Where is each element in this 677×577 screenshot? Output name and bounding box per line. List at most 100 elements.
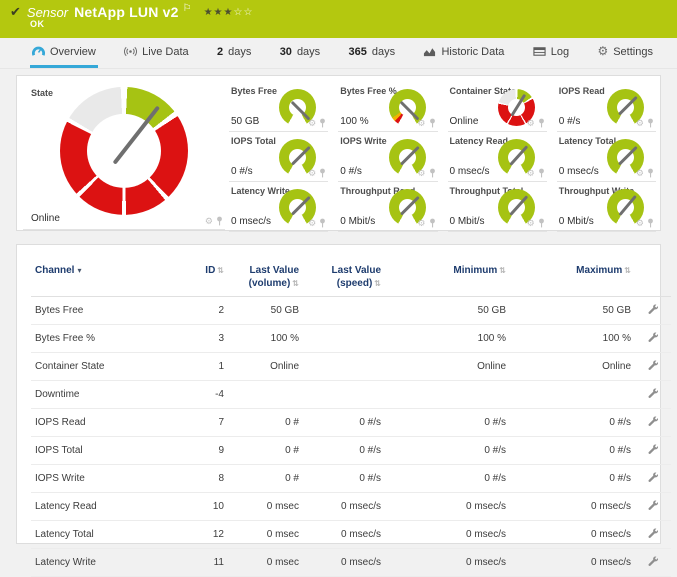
channel-name-cell: Latency Write [31, 548, 181, 577]
tab-label-number: 30 [279, 45, 292, 58]
star-empty-icon[interactable]: ☆ [233, 6, 244, 18]
tab-label-number: 2 [216, 45, 224, 58]
gauge-needle [112, 105, 161, 165]
table-header-row: Channel ▾ ID ⇅ Last Value (volume) ⇅ Last Va… [31, 251, 671, 297]
gear-icon[interactable]: ⚙ [308, 117, 317, 128]
last-value-volume-cell: 0 # [226, 464, 301, 493]
sensor-status-text: OK [30, 19, 45, 29]
tab-30-days[interactable]: 30 days [278, 38, 323, 68]
channel-id-cell: 7 [181, 408, 226, 437]
gear-icon[interactable]: ⚙ [417, 117, 426, 128]
star-filled-icon[interactable]: ★ [223, 6, 234, 18]
maximum-cell: 0 #/s [508, 436, 633, 465]
sensor-status-bar: ✔ Sensor NetApp LUN v2 ⚐ ★★★☆☆ OK [0, 0, 677, 38]
pin-icon[interactable] [538, 168, 545, 178]
gauge-title: Bytes Free [231, 86, 278, 96]
pin-icon[interactable] [538, 118, 545, 128]
pin-icon[interactable] [538, 218, 545, 228]
column-header-id[interactable]: ID ⇅ [181, 251, 226, 297]
channel-row: Latency Total 12 0 msec 0 msec/s 0 msec/… [31, 520, 671, 549]
channel-table-panel: Channel ▾ ID ⇅ Last Value (volume) ⇅ Last Va… [16, 244, 671, 577]
pin-icon[interactable] [319, 118, 326, 128]
gear-icon[interactable]: ⚙ [526, 167, 535, 178]
edit-channel-wrench-icon[interactable] [646, 331, 658, 343]
gear-icon[interactable]: ⚙ [635, 217, 644, 228]
broadcast-icon [124, 45, 138, 58]
edit-channel-wrench-icon[interactable] [646, 359, 658, 371]
maximum-cell: 0 msec/s [508, 492, 633, 521]
minimum-cell: 100 % [383, 324, 508, 353]
channel-row: IOPS Read 7 0 # 0 #/s 0 #/s 0 #/s [31, 408, 671, 437]
gear-icon[interactable]: ⚙ [635, 117, 644, 128]
star-empty-icon[interactable]: ☆ [243, 6, 254, 18]
tab-historic-data[interactable]: Historic Data [421, 38, 506, 68]
gear-icon[interactable]: ⚙ [526, 117, 535, 128]
gauge-needle [290, 100, 310, 120]
gauge-value: Online [31, 213, 60, 224]
tab-settings[interactable]: ⚙ Settings [595, 38, 655, 68]
priority-flag-icon[interactable]: ⚐ [182, 2, 192, 14]
edit-channel-wrench-icon[interactable] [646, 443, 658, 455]
edit-channel-wrench-icon[interactable] [646, 555, 658, 567]
channel-id-cell: 2 [181, 296, 226, 325]
mini-gauge-tile: Bytes Free % 100 % ⚙ [338, 82, 438, 132]
tab-log[interactable]: Log [531, 38, 571, 68]
column-header-maximum[interactable]: Maximum ⇅ [508, 251, 633, 297]
tab-365-days[interactable]: 365 days [347, 38, 398, 68]
mini-gauge [497, 89, 535, 126]
gear-icon[interactable]: ⚙ [308, 167, 317, 178]
pin-icon[interactable] [216, 216, 223, 226]
star-filled-icon[interactable]: ★ [213, 6, 224, 18]
maximum-cell: 0 msec/s [508, 548, 633, 577]
column-header-minimum[interactable]: Minimum ⇅ [383, 251, 508, 297]
gear-icon[interactable]: ⚙ [204, 215, 213, 226]
gear-icon[interactable]: ⚙ [526, 217, 535, 228]
gauge-value: 0 Mbit/s [340, 216, 376, 227]
pin-icon[interactable] [429, 118, 436, 128]
tab-label: days [296, 45, 321, 58]
minimum-cell: Online [383, 352, 508, 381]
last-value-speed-cell [301, 352, 383, 381]
pin-icon[interactable] [319, 168, 326, 178]
edit-channel-wrench-icon[interactable] [646, 303, 658, 315]
last-value-volume-cell: 0 msec [226, 520, 301, 549]
last-value-volume-cell: 0 # [226, 408, 301, 437]
edit-channel-wrench-icon[interactable] [646, 527, 658, 539]
pin-icon[interactable] [647, 218, 654, 228]
gear-icon[interactable]: ⚙ [308, 217, 317, 228]
mini-gauge-tile: Throughput Write 0 Mbit/s ⚙ [556, 182, 656, 232]
mini-gauge-tile: Throughput Read 0 Mbit/s ⚙ [338, 182, 438, 232]
gear-icon[interactable]: ⚙ [635, 167, 644, 178]
channel-row: Latency Read 10 0 msec 0 msec/s 0 msec/s… [31, 492, 671, 521]
mini-gauge [607, 139, 644, 176]
edit-channel-wrench-icon[interactable] [646, 415, 658, 427]
star-filled-icon[interactable]: ★ [203, 6, 214, 18]
pin-icon[interactable] [429, 218, 436, 228]
pin-icon[interactable] [319, 218, 326, 228]
pin-icon[interactable] [647, 118, 654, 128]
sort-icon: ⇅ [292, 278, 299, 288]
mini-gauge [388, 89, 426, 126]
list-icon [533, 45, 546, 58]
gear-icon[interactable]: ⚙ [417, 217, 426, 228]
tab-label: Settings [613, 45, 653, 58]
channel-id-cell: 10 [181, 492, 226, 521]
pin-icon[interactable] [647, 168, 654, 178]
gauge-needle [510, 93, 526, 116]
edit-channel-wrench-icon[interactable] [646, 387, 658, 399]
channel-row: Bytes Free % 3 100 % 100 % 100 % [31, 324, 671, 353]
maximum-cell: Online [508, 352, 633, 381]
edit-channel-wrench-icon[interactable] [646, 499, 658, 511]
tab-live-data[interactable]: Live Data [122, 38, 190, 68]
channel-id-cell: 9 [181, 436, 226, 465]
tab-overview[interactable]: Overview [30, 38, 98, 68]
pin-icon[interactable] [429, 168, 436, 178]
tab-2-days[interactable]: 2 days [215, 38, 253, 68]
gear-icon[interactable]: ⚙ [417, 167, 426, 178]
priority-star-rating[interactable]: ★★★☆☆ [204, 7, 254, 18]
edit-channel-wrench-icon[interactable] [646, 471, 658, 483]
column-header-last-value-speed[interactable]: Last Value (speed) ⇅ [301, 251, 383, 297]
column-header-last-value-volume[interactable]: Last Value (volume) ⇅ [226, 251, 301, 297]
state-donut-gauge [60, 86, 188, 215]
column-header-channel[interactable]: Channel ▾ [31, 251, 181, 297]
